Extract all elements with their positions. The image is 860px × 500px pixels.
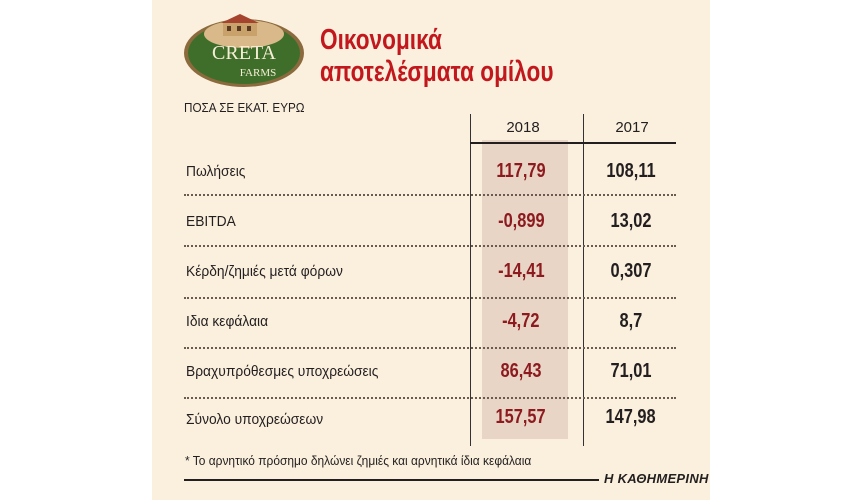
chart-title: Οικονομικά αποτελέσματα ομίλου xyxy=(320,24,554,88)
row-label: EBITDA xyxy=(186,213,236,230)
value-2018: 86,43 xyxy=(500,360,542,382)
creta-farms-logo: CRETA FARMS xyxy=(184,14,304,87)
value-2017: 13,02 xyxy=(610,210,652,232)
value-2017: 147,98 xyxy=(605,406,657,428)
value-2018: 117,79 xyxy=(496,160,546,182)
header-rule xyxy=(470,142,676,144)
source-credit: Η ΚΑΘΗΜΕΡΙΝΗ xyxy=(604,471,709,486)
title-line-1: Οικονομικά xyxy=(320,24,442,56)
column-divider-left xyxy=(470,114,471,446)
column-header-2017: 2017 xyxy=(615,119,649,136)
units-subtitle: ΠΟΣΑ ΣΕ ΕΚΑΤ. ΕΥΡΩ xyxy=(184,100,305,115)
row-label: Βραχυπρόθεσμες υποχρεώσεις xyxy=(186,363,379,380)
bottom-rule xyxy=(184,479,599,481)
logo-text-creta: CRETA xyxy=(212,42,277,64)
row-separator xyxy=(184,194,676,196)
highlight-2018-column xyxy=(482,140,568,439)
row-label: Ιδια κεφάλαια xyxy=(186,313,269,330)
column-header-2018: 2018 xyxy=(506,119,540,136)
value-2018: -4,72 xyxy=(502,310,540,332)
logo-text-farms: FARMS xyxy=(240,67,276,79)
value-2017: 0,307 xyxy=(610,260,652,282)
row-separator xyxy=(184,297,676,299)
column-divider-right xyxy=(583,114,584,446)
value-2017: 8,7 xyxy=(619,310,643,332)
value-2018: -14,41 xyxy=(497,260,545,282)
row-label: Σύνολο υποχρεώσεων xyxy=(186,411,324,428)
value-2018: -0,899 xyxy=(497,210,545,232)
row-separator xyxy=(184,397,676,399)
row-separator xyxy=(184,347,676,349)
title-line-2: αποτελέσματα ομίλου xyxy=(320,56,554,88)
value-2017: 108,11 xyxy=(606,160,656,182)
row-label: Κέρδη/ζημιές μετά φόρων xyxy=(186,263,343,280)
value-2017: 71,01 xyxy=(610,360,652,382)
row-label: Πωλήσεις xyxy=(186,163,246,180)
footnote: * Το αρνητικό πρόσημο δηλώνει ζημιές και… xyxy=(185,453,532,468)
value-2018: 157,57 xyxy=(495,406,547,428)
row-separator xyxy=(184,245,676,247)
